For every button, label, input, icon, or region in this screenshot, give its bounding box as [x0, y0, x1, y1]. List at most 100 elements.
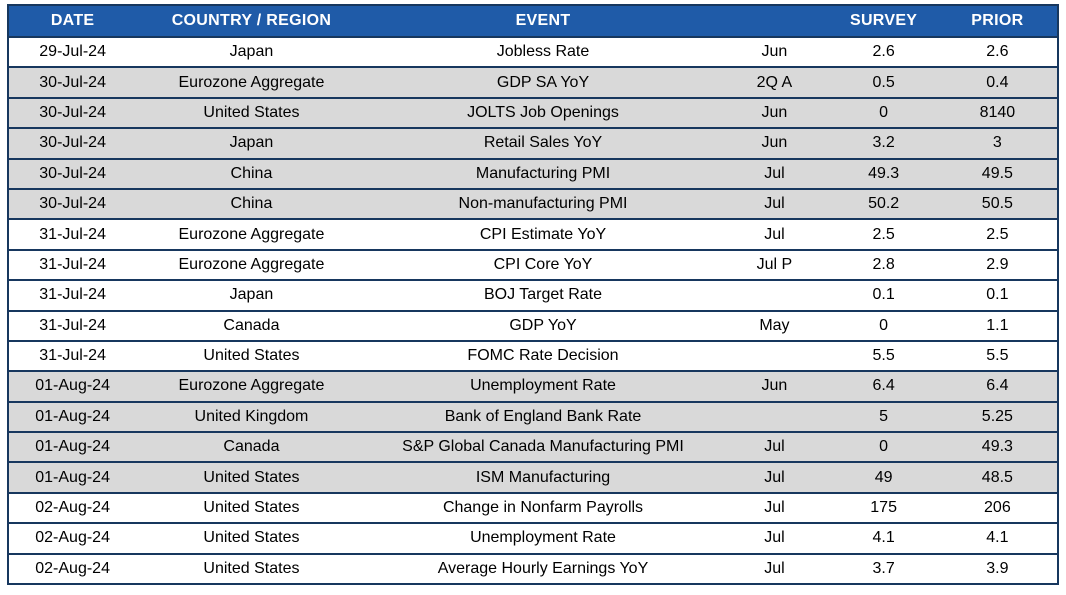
table-row: 30-Jul-24 Japan Retail Sales YoY Jun 3.2…: [8, 128, 1058, 160]
cell-country: Eurozone Aggregate: [136, 219, 367, 251]
table-row: 01-Aug-24 Canada S&P Global Canada Manuf…: [8, 432, 1058, 464]
cell-prior: 2.6: [937, 37, 1058, 69]
cell-event: Change in Nonfarm Payrolls: [366, 492, 720, 525]
cell-period: Jul: [719, 432, 830, 464]
cell-country: Eurozone Aggregate: [136, 67, 367, 99]
cell-prior: 4.1: [937, 523, 1058, 555]
cell-period: Jun: [719, 128, 830, 160]
cell-country: Canada: [136, 310, 367, 342]
table-row: 02-Aug-24 United States Average Hourly E…: [8, 553, 1058, 586]
cell-country: United Kingdom: [136, 401, 367, 434]
cell-period: Jul: [719, 188, 830, 221]
cell-date: 02-Aug-24: [8, 523, 137, 555]
table-row: 30-Jul-24 Eurozone Aggregate GDP SA YoY …: [8, 67, 1058, 99]
cell-period: Jul: [719, 523, 830, 555]
cell-survey: 0: [829, 97, 938, 130]
cell-country: Eurozone Aggregate: [136, 371, 367, 403]
cell-event: GDP SA YoY: [366, 67, 720, 99]
cell-period: Jun: [719, 37, 830, 69]
cell-event: Unemployment Rate: [366, 371, 720, 403]
cell-survey: 50.2: [829, 188, 938, 221]
cell-country: Japan: [136, 280, 367, 312]
cell-prior: 49.3: [937, 432, 1058, 464]
cell-period: [719, 340, 830, 373]
cell-event: GDP YoY: [366, 310, 720, 342]
cell-date: 01-Aug-24: [8, 462, 137, 494]
cell-country: China: [136, 188, 367, 221]
cell-survey: 3.7: [829, 553, 938, 586]
cell-survey: 4.1: [829, 523, 938, 555]
cell-country: United States: [136, 340, 367, 373]
cell-event: Jobless Rate: [366, 37, 720, 69]
cell-date: 01-Aug-24: [8, 401, 137, 434]
table-row: 30-Jul-24 United States JOLTS Job Openin…: [8, 97, 1058, 130]
cell-prior: 49.5: [937, 158, 1058, 190]
header-country-region: COUNTRY / REGION: [136, 5, 367, 38]
cell-prior: 6.4: [937, 371, 1058, 403]
cell-survey: 175: [829, 492, 938, 525]
cell-survey: 2.8: [829, 249, 938, 282]
cell-prior: 3.9: [937, 553, 1058, 586]
cell-prior: 0.4: [937, 67, 1058, 99]
cell-survey: 0.5: [829, 67, 938, 99]
cell-period: Jul P: [719, 249, 830, 282]
cell-date: 31-Jul-24: [8, 310, 137, 342]
cell-event: Manufacturing PMI: [366, 158, 720, 190]
header-survey: SURVEY: [829, 5, 938, 38]
cell-date: 29-Jul-24: [8, 37, 137, 69]
cell-date: 30-Jul-24: [8, 128, 137, 160]
cell-date: 31-Jul-24: [8, 280, 137, 312]
cell-period: Jun: [719, 97, 830, 130]
cell-event: FOMC Rate Decision: [366, 340, 720, 373]
table-row: 31-Jul-24 Eurozone Aggregate CPI Core Yo…: [8, 249, 1058, 282]
cell-prior: 50.5: [937, 188, 1058, 221]
table-row: 31-Jul-24 Eurozone Aggregate CPI Estimat…: [8, 219, 1058, 251]
cell-country: United States: [136, 97, 367, 130]
cell-event: Non-manufacturing PMI: [366, 188, 720, 221]
cell-period: Jul: [719, 219, 830, 251]
cell-date: 01-Aug-24: [8, 371, 137, 403]
cell-country: Eurozone Aggregate: [136, 249, 367, 282]
cell-prior: 5.25: [937, 401, 1058, 434]
cell-survey: 0: [829, 432, 938, 464]
cell-date: 02-Aug-24: [8, 492, 137, 525]
cell-survey: 49: [829, 462, 938, 494]
cell-prior: 1.1: [937, 310, 1058, 342]
cell-survey: 6.4: [829, 371, 938, 403]
cell-survey: 0: [829, 310, 938, 342]
cell-survey: 2.6: [829, 37, 938, 69]
cell-event: S&P Global Canada Manufacturing PMI: [366, 432, 720, 464]
table-row: 02-Aug-24 United States Change in Nonfar…: [8, 492, 1058, 525]
table-row: 01-Aug-24 United Kingdom Bank of England…: [8, 401, 1058, 434]
cell-event: BOJ Target Rate: [366, 280, 720, 312]
cell-survey: 2.5: [829, 219, 938, 251]
cell-event: Retail Sales YoY: [366, 128, 720, 160]
cell-period: [719, 280, 830, 312]
cell-country: United States: [136, 492, 367, 525]
cell-prior: 3: [937, 128, 1058, 160]
table-row: 31-Jul-24 Canada GDP YoY May 0 1.1: [8, 310, 1058, 342]
cell-country: Japan: [136, 37, 367, 69]
cell-prior: 0.1: [937, 280, 1058, 312]
cell-country: China: [136, 158, 367, 190]
cell-date: 30-Jul-24: [8, 97, 137, 130]
cell-prior: 2.5: [937, 219, 1058, 251]
cell-event: Unemployment Rate: [366, 523, 720, 555]
cell-country: Canada: [136, 432, 367, 464]
cell-prior: 206: [937, 492, 1058, 525]
cell-period: Jun: [719, 371, 830, 403]
cell-period: Jul: [719, 462, 830, 494]
table-row: 30-Jul-24 China Non-manufacturing PMI Ju…: [8, 188, 1058, 221]
table-row: 02-Aug-24 United States Unemployment Rat…: [8, 523, 1058, 555]
cell-event: ISM Manufacturing: [366, 462, 720, 494]
cell-period: Jul: [719, 158, 830, 190]
header-event: EVENT: [366, 5, 720, 38]
cell-period: 2Q A: [719, 67, 830, 99]
cell-date: 01-Aug-24: [8, 432, 137, 464]
cell-survey: 49.3: [829, 158, 938, 190]
header-row: DATE COUNTRY / REGION EVENT SURVEY PRIOR: [8, 5, 1058, 38]
cell-survey: 3.2: [829, 128, 938, 160]
cell-date: 30-Jul-24: [8, 67, 137, 99]
cell-date: 30-Jul-24: [8, 158, 137, 190]
cell-date: 30-Jul-24: [8, 188, 137, 221]
